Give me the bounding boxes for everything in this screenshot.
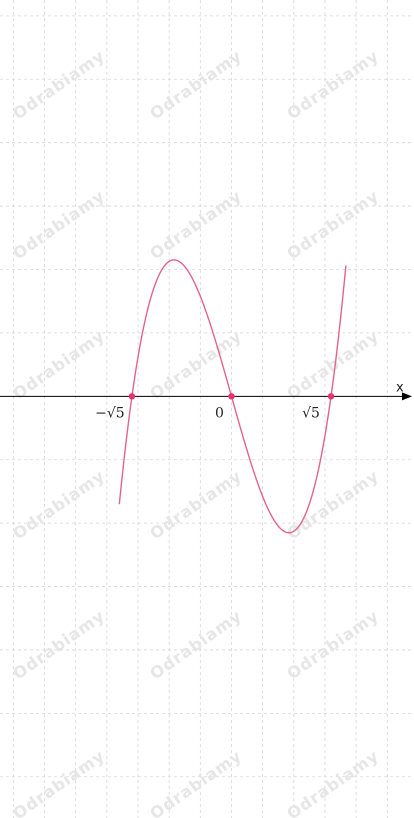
root-point bbox=[128, 393, 136, 400]
watermark: Odrabiamy bbox=[283, 606, 382, 683]
svg-text:Odrabiamy: Odrabiamy bbox=[283, 606, 382, 683]
svg-text:Odrabiamy: Odrabiamy bbox=[9, 326, 108, 403]
watermark: Odrabiamy bbox=[9, 746, 108, 818]
x-tick-label: 0 bbox=[215, 405, 224, 421]
svg-text:Odrabiamy: Odrabiamy bbox=[9, 746, 108, 818]
svg-text:Odrabiamy: Odrabiamy bbox=[283, 46, 382, 123]
svg-text:Odrabiamy: Odrabiamy bbox=[146, 606, 245, 683]
watermark-layer: Odrabiamy Odrabiamy Odrabiamy Odrabiamy Odra… bbox=[9, 46, 382, 818]
svg-text:Odrabiamy: Odrabiamy bbox=[9, 46, 108, 123]
x-axis-arrow bbox=[402, 392, 412, 401]
watermark: Odrabiamy bbox=[146, 746, 245, 818]
x-axis-label: x bbox=[396, 380, 404, 395]
tick-labels: −√5 0 √5 bbox=[95, 405, 320, 421]
svg-text:Odrabiamy: Odrabiamy bbox=[283, 326, 382, 403]
watermark: Odrabiamy bbox=[9, 466, 108, 543]
watermark: Odrabiamy bbox=[146, 606, 245, 683]
watermark: Odrabiamy bbox=[283, 746, 382, 818]
svg-text:Odrabiamy: Odrabiamy bbox=[283, 186, 382, 263]
watermark: Odrabiamy bbox=[146, 46, 245, 123]
watermark: Odrabiamy bbox=[146, 186, 245, 263]
root-point bbox=[327, 393, 335, 400]
svg-text:Odrabiamy: Odrabiamy bbox=[283, 466, 382, 543]
watermark: Odrabiamy bbox=[283, 186, 382, 263]
svg-text:Odrabiamy: Odrabiamy bbox=[146, 746, 245, 818]
watermark: Odrabiamy bbox=[146, 466, 245, 543]
svg-text:Odrabiamy: Odrabiamy bbox=[146, 46, 245, 123]
svg-text:Odrabiamy: Odrabiamy bbox=[283, 746, 382, 818]
svg-text:Odrabiamy: Odrabiamy bbox=[146, 466, 245, 543]
points bbox=[128, 393, 335, 400]
root-point bbox=[228, 393, 235, 400]
watermark: Odrabiamy bbox=[9, 186, 108, 263]
x-tick-label: √5 bbox=[302, 405, 320, 421]
series-curve bbox=[118, 259, 347, 534]
watermark: Odrabiamy bbox=[283, 46, 382, 123]
watermark: Odrabiamy bbox=[283, 326, 382, 403]
watermark: Odrabiamy bbox=[9, 606, 108, 683]
svg-text:Odrabiamy: Odrabiamy bbox=[146, 186, 245, 263]
watermark: Odrabiamy bbox=[9, 326, 108, 403]
x-tick-label: −√5 bbox=[95, 405, 125, 421]
svg-text:Odrabiamy: Odrabiamy bbox=[9, 466, 108, 543]
svg-text:Odrabiamy: Odrabiamy bbox=[9, 606, 108, 683]
svg-text:Odrabiamy: Odrabiamy bbox=[9, 186, 108, 263]
watermark: Odrabiamy bbox=[9, 46, 108, 123]
watermark: Odrabiamy bbox=[283, 466, 382, 543]
